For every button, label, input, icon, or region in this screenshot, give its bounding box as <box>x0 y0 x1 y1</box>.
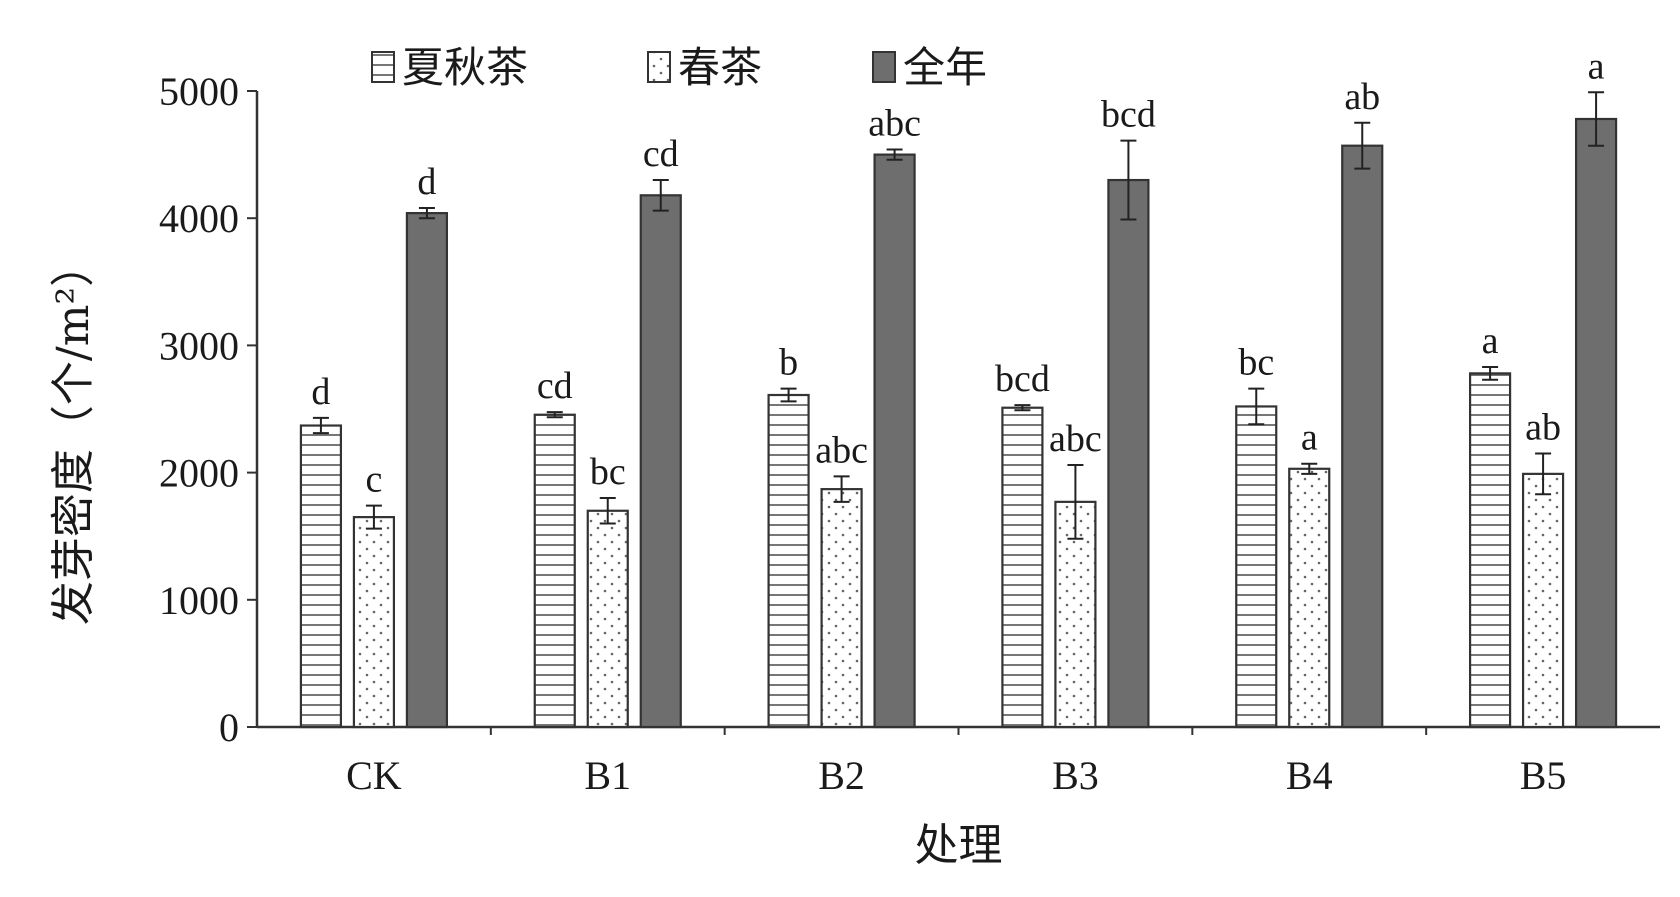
bar <box>1468 372 1512 729</box>
y-tick-label: 3000 <box>159 323 239 368</box>
data-label: abc <box>1049 418 1102 460</box>
data-label: abc <box>868 103 921 145</box>
bar <box>299 424 343 729</box>
legend-label: 夏秋茶 <box>402 43 528 92</box>
data-label: d <box>311 371 330 413</box>
bar <box>767 393 810 729</box>
legend-swatch <box>647 51 671 83</box>
data-label: a <box>1588 45 1605 87</box>
x-tick-label: B5 <box>1520 753 1567 798</box>
bar <box>1001 406 1044 729</box>
bar <box>352 516 396 729</box>
legend-label: 全年 <box>903 43 987 92</box>
data-label: bcd <box>995 358 1050 400</box>
data-label: cd <box>643 133 679 175</box>
data-label: ab <box>1344 76 1380 118</box>
bar <box>533 413 576 729</box>
bar <box>1235 405 1278 729</box>
data-label: d <box>417 161 436 203</box>
bars <box>299 91 1618 729</box>
data-label: ab <box>1525 407 1561 449</box>
legend: 夏秋茶 春茶 全年 <box>371 43 987 92</box>
data-label: bc <box>590 451 626 493</box>
data-label: b <box>779 342 798 384</box>
axes: 0 1000 2000 3000 4000 5000 CK B1 B2 B3 B4 B5 <box>159 69 1660 798</box>
bar <box>820 488 863 729</box>
data-label: bc <box>1238 342 1274 384</box>
bar <box>873 153 916 729</box>
y-tick-label: 4000 <box>159 196 239 241</box>
bar <box>405 212 449 729</box>
legend-swatch <box>371 51 395 83</box>
x-axis-title: 处理 <box>915 820 1003 871</box>
bar <box>1107 178 1150 729</box>
data-label: a <box>1482 320 1499 362</box>
y-tick-label: 1000 <box>159 578 239 623</box>
x-tick-label: B1 <box>584 753 631 798</box>
bar <box>1521 472 1565 729</box>
legend-label: 春茶 <box>678 43 762 92</box>
bar <box>1341 144 1384 729</box>
x-tick-label: CK <box>346 753 402 798</box>
y-tick-label: 0 <box>219 705 239 750</box>
data-label: a <box>1301 417 1318 459</box>
data-label: abc <box>815 429 868 471</box>
data-label: c <box>365 459 382 501</box>
x-tick-label: B4 <box>1286 753 1333 798</box>
bar <box>1574 117 1618 729</box>
bar <box>1288 467 1331 729</box>
x-tick-label: B3 <box>1052 753 1099 798</box>
bar <box>639 194 682 729</box>
data-label: bcd <box>1101 94 1156 136</box>
y-axis-title: 发芽密度（个/m²） <box>48 243 99 625</box>
y-tick-label: 5000 <box>159 69 239 114</box>
bar <box>586 509 629 729</box>
data-label: cd <box>537 365 573 407</box>
legend-swatch <box>872 51 896 83</box>
y-tick-label: 2000 <box>159 451 239 496</box>
x-tick-label: B2 <box>818 753 865 798</box>
